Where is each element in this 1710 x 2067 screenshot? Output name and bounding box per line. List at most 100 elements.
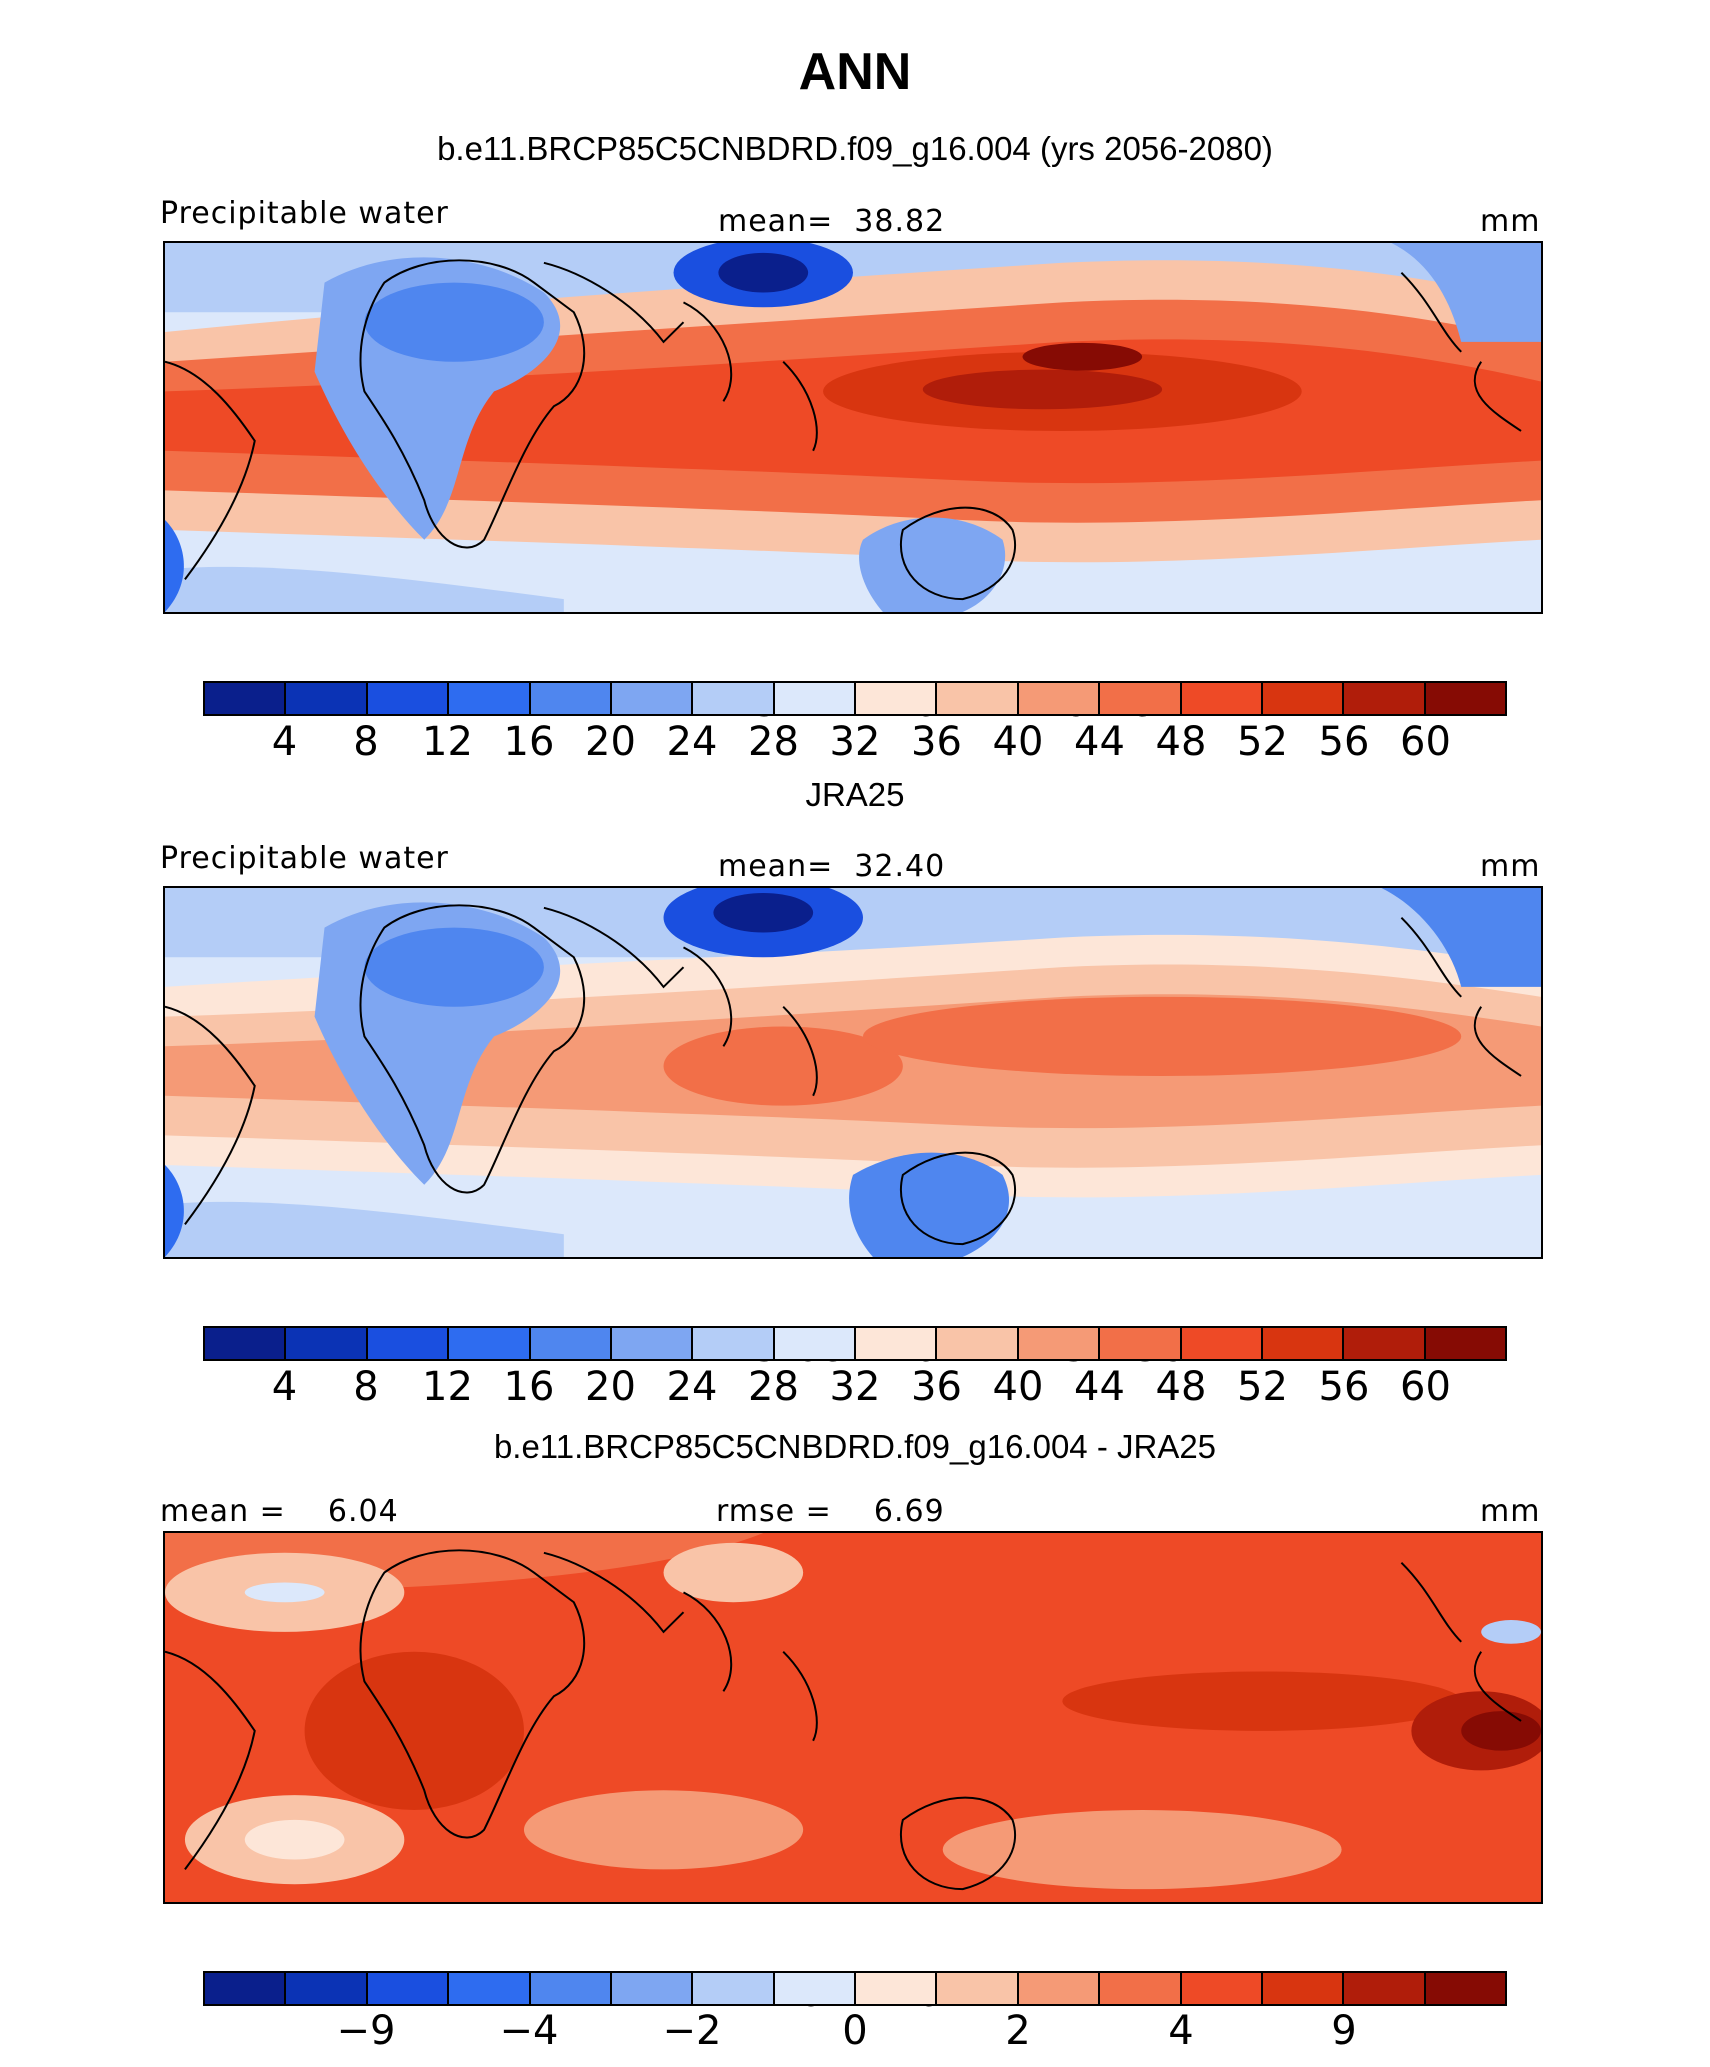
colorbar-swatch (1181, 1973, 1263, 2004)
colorbar-tick-label: 20 (585, 719, 636, 765)
colorbar-swatch (286, 1973, 368, 2004)
panel-2-variable-label: Precipitable water (160, 841, 449, 876)
colorbar-tick-label: 44 (1074, 1364, 1125, 1410)
colorbar-swatch (1100, 683, 1182, 714)
colorbar-tick-label: 28 (748, 1364, 799, 1410)
panel-3-units-label: mm (1480, 1494, 1541, 1529)
colorbar-swatch (530, 683, 612, 714)
panel-3-colorbar-ticks: −9 −4 −2 0 2 4 9 (203, 2008, 1507, 2056)
colorbar-swatch (774, 683, 856, 714)
colorbar-tick-label: 12 (422, 1364, 473, 1410)
colorbar-swatch (530, 1328, 612, 1359)
colorbar-swatch (937, 1973, 1019, 2004)
colorbar-swatch (693, 1973, 775, 2004)
colorbar-swatch (611, 683, 694, 714)
colorbar-tick-label: 16 (503, 1364, 555, 1410)
panel-3-title: b.e11.BRCP85C5CNBDRD.f09_g16.004 - JRA25 (493, 1428, 1217, 1465)
colorbar-swatch (937, 1328, 1019, 1359)
colorbar-swatch (367, 683, 450, 714)
colorbar-tick-label: 60 (1400, 719, 1451, 765)
panel-1-title: b.e11.BRCP85C5CNBDRD.f09_g16.004 (yrs 20… (437, 130, 1273, 167)
panel-2-colorbar (203, 1326, 1507, 1361)
colorbar-swatch (205, 1973, 287, 2004)
colorbar-swatch (449, 1973, 531, 2004)
colorbar-tick-label: −4 (499, 2008, 559, 2054)
colorbar-swatch (1425, 683, 1505, 714)
colorbar-swatch (1262, 1973, 1345, 2004)
colorbar-swatch (1181, 683, 1263, 714)
colorbar-swatch (1344, 683, 1426, 714)
colorbar-tick-label: 48 (1155, 719, 1207, 765)
colorbar-swatch (611, 1973, 694, 2004)
colorbar-tick-label: 52 (1237, 1364, 1288, 1410)
colorbar-swatch (774, 1328, 856, 1359)
panel-2-mean-label: mean= 32.40 (718, 849, 946, 884)
panel-3-rmse-label: rmse = 6.69 (716, 1494, 945, 1529)
colorbar-swatch (1018, 1973, 1101, 2004)
panel-3-map (163, 1531, 1543, 1904)
colorbar-swatch (449, 1328, 531, 1359)
colorbar-tick-label: 32 (829, 1364, 881, 1410)
colorbar-swatch (1344, 1328, 1426, 1359)
colorbar-tick-label: 8 (353, 1364, 379, 1410)
colorbar-swatch (449, 683, 531, 714)
colorbar-swatch (611, 1328, 694, 1359)
colorbar-tick-label: 32 (829, 719, 881, 765)
colorbar-tick-label: 40 (992, 1364, 1044, 1410)
colorbar-swatch (1018, 1328, 1101, 1359)
panel-2-colorbar-ticks: 4 8 12 16 20 24 28 32 36 40 44 48 52 56 60 (203, 1364, 1507, 1412)
colorbar-tick-label: 52 (1237, 719, 1288, 765)
colorbar-tick-label: 4 (271, 719, 298, 765)
colorbar-tick-label: 20 (585, 1364, 636, 1410)
panel-3-mean-label: mean = 6.04 (160, 1494, 399, 1529)
colorbar-swatch (1100, 1328, 1182, 1359)
colorbar-tick-label: 60 (1400, 1364, 1451, 1410)
colorbar-tick-label: 24 (666, 1364, 718, 1410)
panel-1-units-label: mm (1480, 204, 1541, 239)
colorbar-tick-label: 24 (666, 719, 718, 765)
colorbar-swatch (856, 683, 938, 714)
panel-3-map-field (165, 1533, 1541, 1902)
panel-3-colorbar (203, 1971, 1507, 2006)
colorbar-tick-label: 56 (1318, 1364, 1370, 1410)
panel-1-map-field (165, 243, 1541, 612)
colorbar-swatch (1262, 683, 1345, 714)
colorbar-tick-label: 12 (422, 719, 473, 765)
colorbar-swatch (205, 683, 287, 714)
colorbar-tick-label: 36 (911, 719, 962, 765)
colorbar-swatch (1344, 1973, 1426, 2004)
panel-1-mean-label: mean= 38.82 (718, 204, 946, 239)
colorbar-tick-label: 4 (271, 1364, 298, 1410)
panel-1-colorbar (203, 681, 1507, 716)
panel-1-variable-label: Precipitable water (160, 196, 449, 231)
colorbar-tick-label: 16 (503, 719, 555, 765)
colorbar-tick-label: 0 (842, 2008, 868, 2054)
colorbar-swatch (1018, 683, 1101, 714)
colorbar-swatch (530, 1973, 612, 2004)
colorbar-swatch (367, 1328, 450, 1359)
colorbar-tick-label: 2 (1005, 2008, 1031, 2054)
colorbar-swatch (1181, 1328, 1263, 1359)
panel-2-map (163, 886, 1543, 1259)
colorbar-swatch (1425, 1973, 1505, 2004)
colorbar-tick-label: 4 (1168, 2008, 1194, 2054)
colorbar-tick-label: 44 (1074, 719, 1125, 765)
colorbar-tick-label: 8 (353, 719, 379, 765)
colorbar-swatch (937, 683, 1019, 714)
colorbar-swatch (693, 683, 775, 714)
panel-2-units-label: mm (1480, 849, 1541, 884)
colorbar-tick-label: 40 (992, 719, 1044, 765)
colorbar-swatch (856, 1328, 938, 1359)
panel-1-map (163, 241, 1543, 614)
colorbar-swatch (1425, 1328, 1505, 1359)
colorbar-tick-label: 36 (911, 1364, 962, 1410)
colorbar-tick-label: 56 (1318, 719, 1370, 765)
colorbar-tick-label: −9 (336, 2008, 396, 2054)
colorbar-swatch (693, 1328, 775, 1359)
colorbar-swatch (1100, 1973, 1182, 2004)
colorbar-tick-label: −2 (662, 2008, 722, 2054)
colorbar-tick-label: 48 (1155, 1364, 1207, 1410)
panel-1-colorbar-ticks: 4 8 12 16 20 24 28 32 36 40 44 48 52 56 60 (203, 719, 1507, 767)
colorbar-swatch (286, 683, 368, 714)
colorbar-swatch (1262, 1328, 1345, 1359)
